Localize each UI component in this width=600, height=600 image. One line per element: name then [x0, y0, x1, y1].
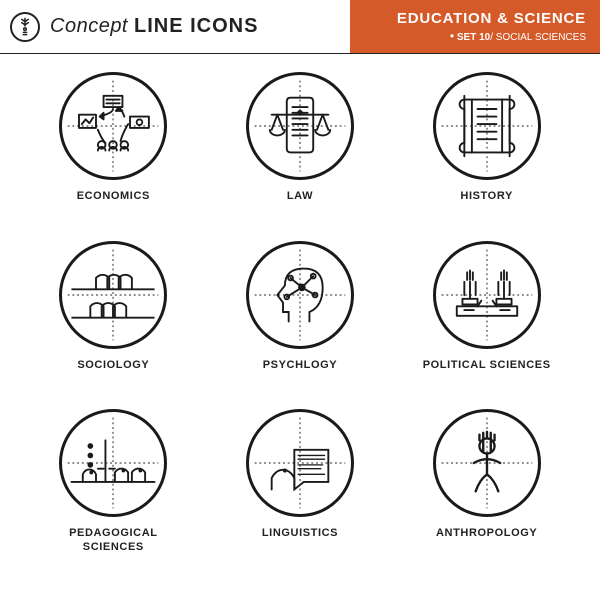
header-right: EDUCATION & SCIENCE • SET 10/ SOCIAL SCI…: [350, 0, 600, 53]
header-left: Concept LINE ICONS: [0, 0, 350, 53]
label-psychology: PSYCHLOGY: [263, 359, 337, 373]
icon-grid: ECONOMICS LAW: [0, 54, 600, 594]
cell-pedagogical: PEDAGOGICAL SCIENCES: [24, 409, 203, 570]
economics-icon: [59, 72, 167, 180]
law-icon: [246, 72, 354, 180]
cell-history: HISTORY: [397, 72, 576, 233]
label-economics: ECONOMICS: [77, 190, 150, 204]
education-title: EDUCATION & SCIENCE: [397, 10, 586, 27]
label-linguistics: LINGUISTICS: [262, 527, 338, 541]
header: Concept LINE ICONS EDUCATION & SCIENCE •…: [0, 0, 600, 54]
cell-linguistics: LINGUISTICS: [211, 409, 390, 570]
label-history: HISTORY: [460, 190, 513, 204]
political-icon: [433, 241, 541, 349]
pedagogical-icon: [59, 409, 167, 517]
history-icon: [433, 72, 541, 180]
title-concept: Concept: [50, 15, 128, 38]
sociology-icon: [59, 241, 167, 349]
label-sociology: SOCIOLOGY: [77, 359, 149, 373]
label-pedagogical: PEDAGOGICAL SCIENCES: [43, 527, 183, 555]
title-line-icons: LINE ICONS: [134, 15, 258, 38]
set-subtitle: • SET 10/ SOCIAL SCIENCES: [450, 29, 586, 43]
lightbulb-tree-icon: [10, 12, 40, 42]
cell-economics: ECONOMICS: [24, 72, 203, 233]
cell-psychology: PSYCHLOGY: [211, 241, 390, 402]
anthropology-icon: [433, 409, 541, 517]
label-anthropology: ANTHROPOLOGY: [436, 527, 537, 541]
linguistics-icon: [246, 409, 354, 517]
psychology-icon: [246, 241, 354, 349]
label-political: POLITICAL SCIENCES: [423, 359, 551, 373]
label-law: LAW: [287, 190, 313, 204]
cell-anthropology: ANTHROPOLOGY: [397, 409, 576, 570]
cell-political: POLITICAL SCIENCES: [397, 241, 576, 402]
cell-sociology: SOCIOLOGY: [24, 241, 203, 402]
cell-law: LAW: [211, 72, 390, 233]
